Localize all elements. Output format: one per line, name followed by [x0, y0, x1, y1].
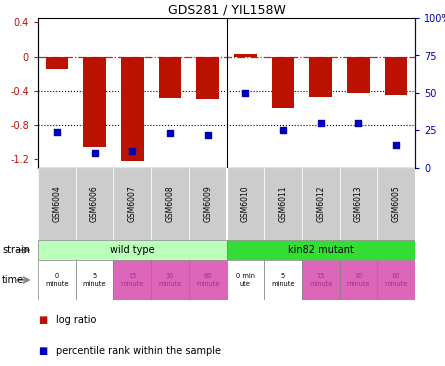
Text: strain: strain: [2, 245, 30, 255]
Bar: [377, 168, 415, 240]
Text: 30
minute: 30 minute: [158, 273, 182, 287]
Bar: [347, 57, 370, 93]
Bar: [264, 168, 302, 240]
Bar: [151, 260, 189, 300]
Bar: [196, 57, 219, 98]
Text: GSM6011: GSM6011: [279, 186, 287, 222]
Bar: [189, 168, 227, 240]
Text: ■: ■: [38, 346, 47, 356]
Bar: [113, 260, 151, 300]
Bar: [76, 260, 113, 300]
Bar: [158, 57, 181, 98]
Bar: [38, 240, 227, 260]
Text: GSM6013: GSM6013: [354, 186, 363, 222]
Text: 0 min
ute: 0 min ute: [236, 273, 255, 287]
Bar: [340, 168, 377, 240]
Text: 60
minute: 60 minute: [196, 273, 219, 287]
Text: ■: ■: [38, 315, 47, 325]
Title: GDS281 / YIL158W: GDS281 / YIL158W: [168, 4, 285, 17]
Text: time: time: [2, 275, 24, 285]
Bar: [189, 260, 227, 300]
Point: [392, 143, 400, 149]
Bar: [227, 260, 264, 300]
Bar: [340, 260, 377, 300]
Text: 30
minute: 30 minute: [347, 273, 370, 287]
Point: [317, 120, 324, 126]
Bar: [302, 168, 340, 240]
Text: GSM6009: GSM6009: [203, 186, 212, 223]
Point: [53, 129, 61, 135]
Bar: [234, 54, 257, 57]
Text: GSM6006: GSM6006: [90, 186, 99, 223]
Text: GSM6005: GSM6005: [392, 186, 401, 223]
Text: kin82 mutant: kin82 mutant: [288, 245, 354, 255]
Text: GSM6008: GSM6008: [166, 186, 174, 222]
Text: 0
minute: 0 minute: [45, 273, 69, 287]
Bar: [121, 57, 144, 161]
Text: 5
minute: 5 minute: [83, 273, 106, 287]
Point: [204, 132, 211, 138]
Bar: [113, 168, 151, 240]
Bar: [272, 57, 294, 108]
Text: 5
minute: 5 minute: [271, 273, 295, 287]
Bar: [151, 168, 189, 240]
Text: GSM6004: GSM6004: [53, 186, 61, 223]
Bar: [38, 260, 76, 300]
Bar: [377, 260, 415, 300]
Point: [91, 150, 98, 156]
Text: wild type: wild type: [110, 245, 154, 255]
Text: 60
minute: 60 minute: [384, 273, 408, 287]
Bar: [227, 168, 264, 240]
Bar: [76, 168, 113, 240]
Bar: [227, 240, 415, 260]
Text: 15
minute: 15 minute: [309, 273, 332, 287]
Bar: [38, 168, 76, 240]
Point: [166, 131, 174, 137]
Bar: [309, 57, 332, 97]
Point: [279, 128, 287, 134]
Bar: [83, 57, 106, 146]
Bar: [302, 260, 340, 300]
Text: GSM6010: GSM6010: [241, 186, 250, 222]
Text: percentile rank within the sample: percentile rank within the sample: [56, 346, 221, 356]
Bar: [264, 260, 302, 300]
Text: log ratio: log ratio: [56, 315, 96, 325]
Point: [355, 120, 362, 126]
Point: [242, 90, 249, 96]
Point: [129, 149, 136, 154]
Text: GSM6012: GSM6012: [316, 186, 325, 222]
Bar: [45, 57, 68, 70]
Text: GSM6007: GSM6007: [128, 186, 137, 223]
Text: 15
minute: 15 minute: [121, 273, 144, 287]
Bar: [385, 57, 408, 95]
